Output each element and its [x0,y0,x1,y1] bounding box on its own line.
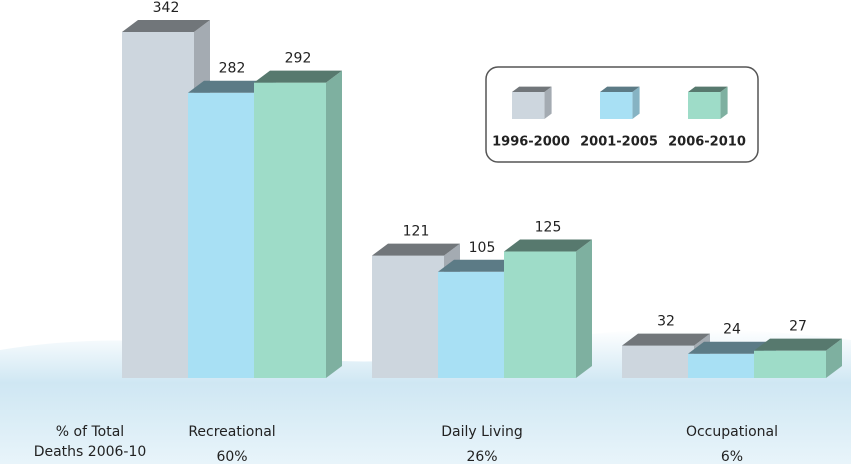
value-label: 282 [219,61,246,77]
legend-swatch [512,86,552,119]
legend-label: 2006-2010 [668,135,746,150]
plot: 342 282 292 Recreational 60% 121 105 125 Daily L… [34,0,842,464]
value-label: 105 [469,240,496,256]
bar [438,271,510,378]
bar [622,345,694,378]
value-label: 121 [403,224,430,240]
bar-side [544,86,552,119]
bar [188,92,260,378]
category-note: 6% [721,449,743,464]
x-tick-label: Occupational [686,424,778,440]
bar [372,255,444,378]
bar [254,82,326,379]
category-note: 60% [216,449,247,464]
bar-top [688,86,728,92]
bar-top [372,243,460,256]
legend-label: 2001-2005 [580,135,658,150]
value-label: 24 [723,322,741,338]
x-tick-label: Daily Living [441,424,523,440]
bar-side [326,70,342,379]
bar-top [254,70,342,83]
value-label: 125 [535,220,562,236]
legend-swatch [600,86,640,119]
bar [512,92,545,119]
bar [688,353,760,378]
bar-top [504,239,592,252]
value-label: 32 [657,314,675,330]
legend-label: 1996-2000 [492,135,570,150]
notes-title: Deaths 2006-10 [34,444,147,460]
bar-top [122,20,210,32]
bar [504,251,576,378]
bar-side [720,86,728,119]
bar [688,92,721,119]
bar-top [754,338,842,351]
x-tick-label: Recreational [188,424,275,440]
bar-top [622,333,710,346]
bar-side [826,338,842,378]
value-label: 292 [285,51,312,67]
bar [754,350,826,378]
legend-swatch [688,86,728,119]
bar [600,92,633,119]
bar-top [512,86,552,92]
notes-title: % of Total [56,424,124,440]
bar-top [600,86,640,92]
bar-side [576,239,592,378]
value-label: 342 [153,0,180,16]
value-label: 27 [789,319,807,335]
bar [122,32,194,378]
bar-side [632,86,640,119]
category-note: 26% [466,449,497,464]
